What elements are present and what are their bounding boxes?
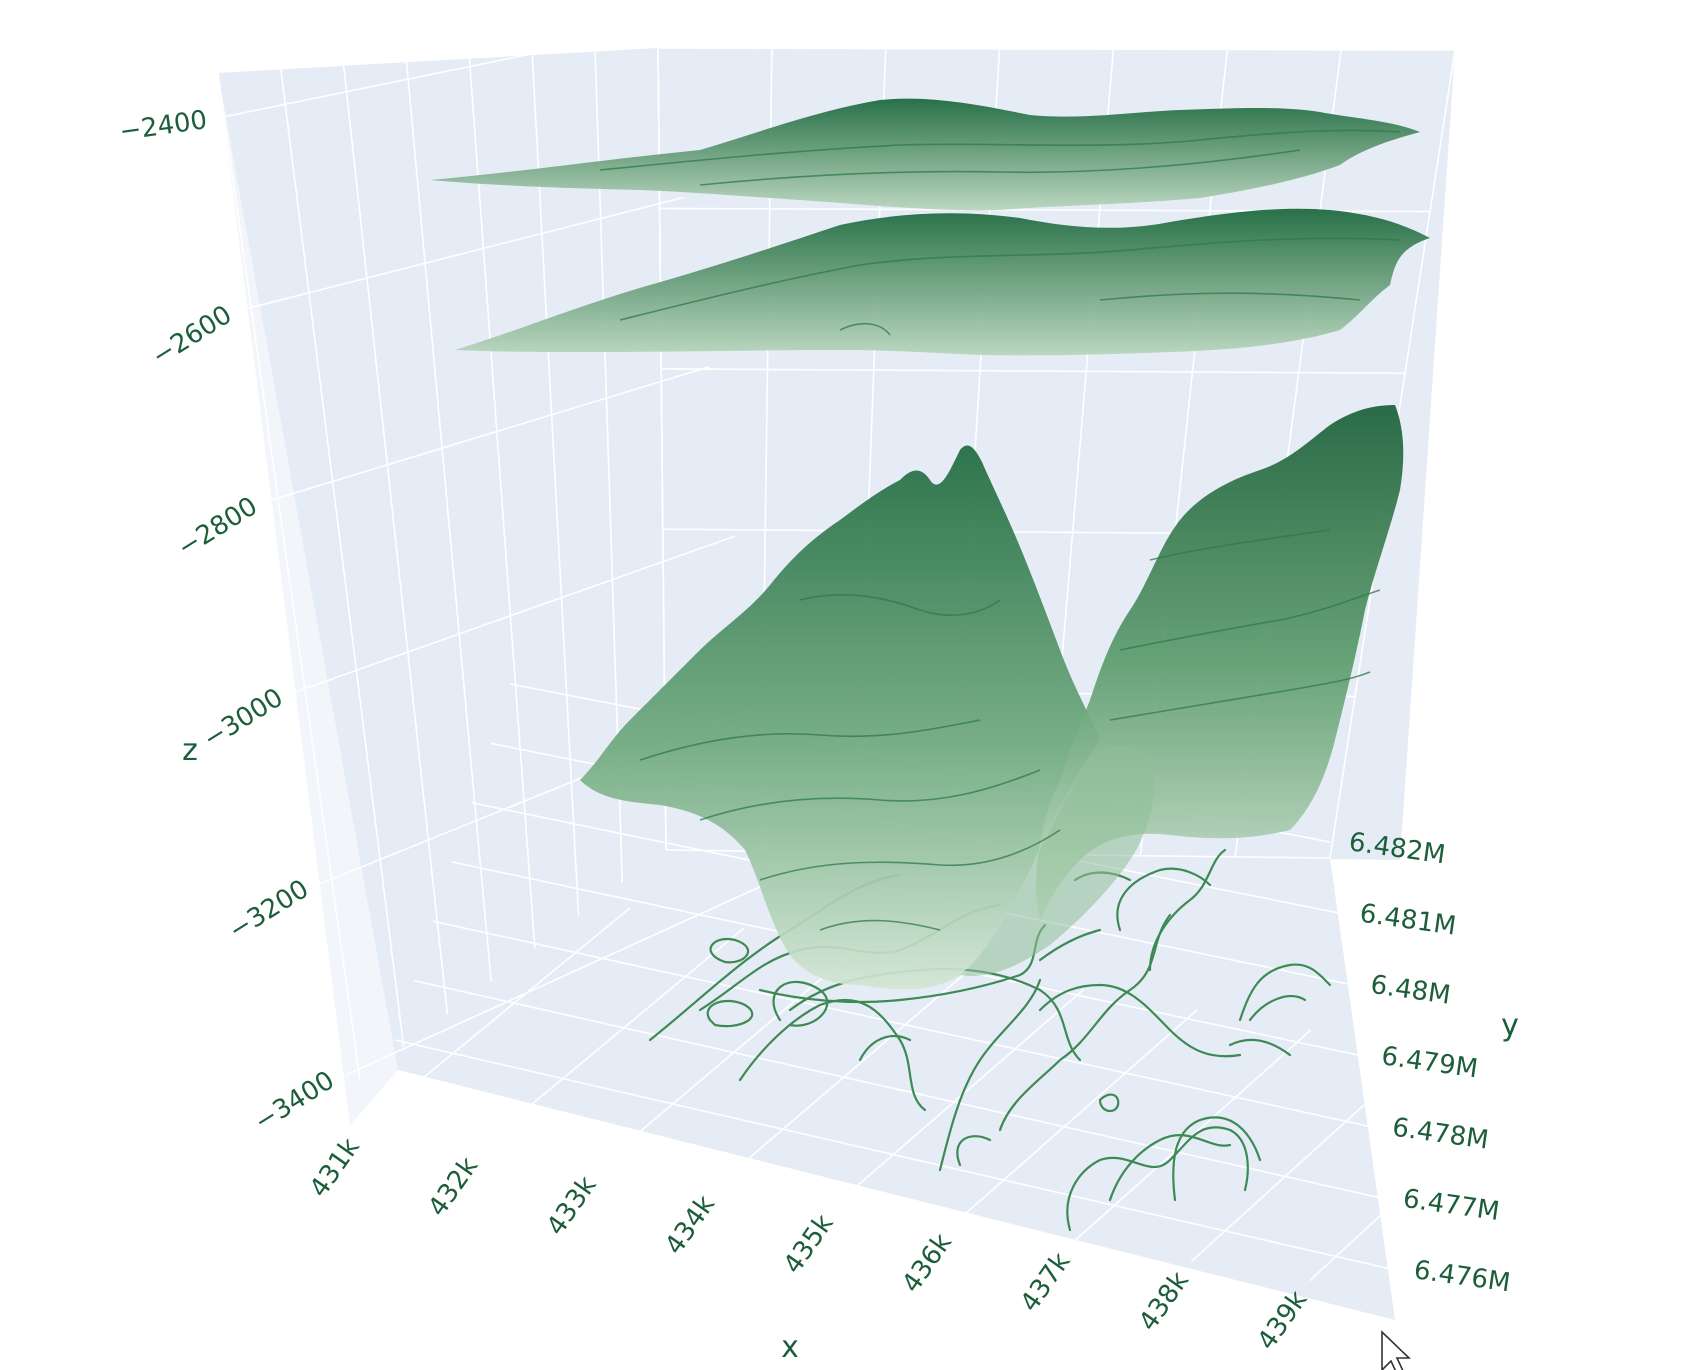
back-wall-gridline xyxy=(280,69,405,1048)
y-gridline xyxy=(394,1039,1396,1271)
z-gridline xyxy=(268,366,710,502)
y-tick-label: 6.477M xyxy=(1401,1184,1501,1227)
x-axis-title: x xyxy=(781,1330,799,1365)
side-wall-gridline xyxy=(657,47,1456,51)
z-tick-label: −2400 xyxy=(118,105,209,147)
z-gridline xyxy=(217,27,659,119)
x-tick-label: 431k xyxy=(304,1133,366,1203)
z-tick-label: −2600 xyxy=(147,300,237,372)
y-gridline xyxy=(433,920,1374,1129)
z-gridline xyxy=(294,535,736,693)
z-gridline xyxy=(243,196,684,311)
z-tick-label: −3400 xyxy=(249,1065,339,1137)
y-gridline xyxy=(413,979,1385,1200)
x-gridline xyxy=(361,907,631,1129)
z-tick-label: −3200 xyxy=(224,874,314,946)
z-axis-title: z xyxy=(182,733,198,768)
surface-bottom xyxy=(580,405,1404,990)
z-gridline xyxy=(345,874,787,1076)
side-wall-gridline xyxy=(661,368,1406,374)
z-tick-label: −3000 xyxy=(198,683,288,755)
back-wall-gridline xyxy=(342,65,449,1015)
y-tick-label: 6.482M xyxy=(1347,827,1447,870)
y-tick-label: 6.48M xyxy=(1369,970,1453,1011)
x-gridline xyxy=(479,927,744,1148)
x-tick-label: 433k xyxy=(541,1171,603,1241)
z-tick-label: −2800 xyxy=(172,491,262,563)
x-tick-label: 435k xyxy=(778,1209,840,1279)
surface-top xyxy=(430,98,1420,211)
x-tick-label: 438k xyxy=(1133,1266,1195,1336)
x-tick-label: 436k xyxy=(896,1228,958,1298)
x-tick-label: 432k xyxy=(423,1152,485,1222)
x-gridline xyxy=(598,948,858,1167)
x-gridline xyxy=(953,1009,1198,1225)
y-tick-label: 6.476M xyxy=(1412,1255,1512,1298)
x-gridline xyxy=(835,988,1085,1205)
y-tick-label: 6.481M xyxy=(1358,899,1458,942)
y-tick-label: 6.478M xyxy=(1390,1113,1490,1156)
x-tick-label: 437k xyxy=(1015,1247,1077,1317)
back-wall-gridline xyxy=(405,62,492,982)
surface-middle xyxy=(455,208,1430,356)
back-wall-gridline xyxy=(531,55,580,916)
back-wall-gridline xyxy=(468,58,536,949)
arrow-pointer-icon xyxy=(1381,1330,1411,1370)
x-gridline xyxy=(1309,1070,1539,1282)
x-tick-label: 434k xyxy=(659,1190,721,1260)
back-wall-gridline xyxy=(217,72,361,1081)
y-axis-title: y xyxy=(1501,1008,1519,1043)
x-gridline xyxy=(1190,1049,1425,1263)
